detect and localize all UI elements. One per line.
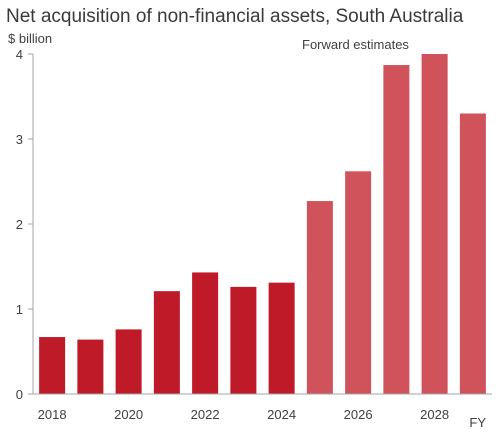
x-tick-label: 2026 xyxy=(344,407,373,422)
bar xyxy=(192,272,219,394)
y-axis-label: $ billion xyxy=(8,31,53,46)
bar xyxy=(39,337,66,394)
bar xyxy=(421,54,448,394)
bar xyxy=(115,329,142,394)
bar xyxy=(459,113,486,394)
x-tick-label: 2028 xyxy=(420,407,449,422)
forward-estimates-annotation: Forward estimates xyxy=(302,37,409,52)
y-tick-label: 1 xyxy=(16,302,23,317)
bar xyxy=(153,291,180,394)
bar xyxy=(383,65,410,395)
bar xyxy=(268,282,295,394)
x-tick-label: 2018 xyxy=(38,407,67,422)
bar xyxy=(77,339,104,394)
x-axis-label: FY xyxy=(469,415,486,430)
y-tick-label: 2 xyxy=(16,217,23,232)
y-tick-label: 0 xyxy=(16,387,23,402)
bar xyxy=(230,286,257,394)
x-tick-label: 2024 xyxy=(267,407,296,422)
x-tick-label: 2020 xyxy=(114,407,143,422)
bar xyxy=(306,201,333,394)
y-tick-label: 3 xyxy=(16,132,23,147)
chart-title: Net acquisition of non-financial assets,… xyxy=(6,6,464,27)
bar xyxy=(345,171,372,394)
y-tick-label: 4 xyxy=(16,47,23,62)
x-tick-label: 2022 xyxy=(191,407,220,422)
